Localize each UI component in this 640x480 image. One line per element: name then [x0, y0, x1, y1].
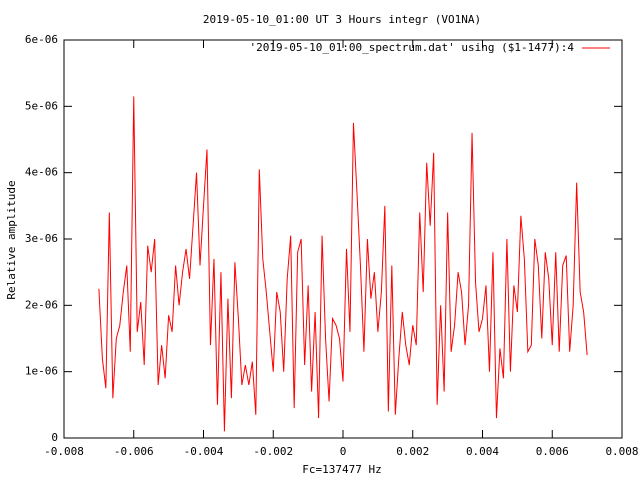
x-tick-label: -0.008	[44, 445, 84, 458]
x-tick-label: 0.006	[536, 445, 569, 458]
y-tick-label: 6e-06	[25, 33, 58, 46]
y-tick-label: 2e-06	[25, 298, 58, 311]
data-line	[98, 96, 588, 432]
y-tick-label: 0	[51, 431, 58, 444]
x-tick-label: -0.004	[184, 445, 224, 458]
chart-title: 2019-05-10_01:00 UT 3 Hours integr (VO1N…	[203, 13, 481, 26]
legend-label: '2019-05-10_01:00_spectrum.dat' using ($…	[249, 41, 574, 54]
y-tick-label: 1e-06	[25, 365, 58, 378]
y-tick-label: 4e-06	[25, 166, 58, 179]
x-tick-label: 0.008	[605, 445, 638, 458]
y-tick-label: 3e-06	[25, 232, 58, 245]
x-tick-label: 0	[340, 445, 347, 458]
y-axis-label: Relative amplitude	[5, 180, 18, 299]
x-axis-label: Fc=137477 Hz	[302, 463, 381, 476]
y-tick-label: 5e-06	[25, 99, 58, 112]
x-tick-label: 0.004	[466, 445, 499, 458]
x-tick-label: -0.006	[114, 445, 154, 458]
x-tick-label: 0.002	[396, 445, 429, 458]
x-tick-label: -0.002	[253, 445, 293, 458]
